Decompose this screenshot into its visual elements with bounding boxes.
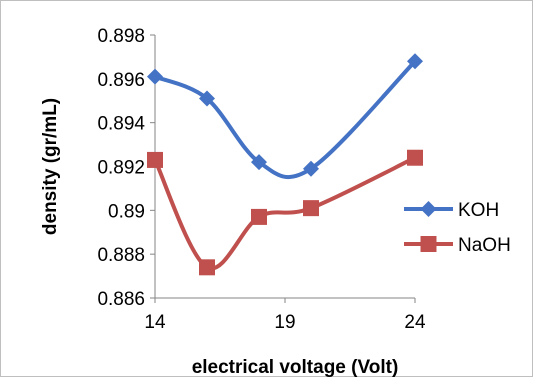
data-point-naoh [407,149,423,166]
x-tick-label: 19 [274,312,295,333]
y-tick-label: 0.898 [97,26,145,47]
data-point-koh [147,68,163,85]
y-tick-label: 0.888 [97,245,145,266]
data-point-naoh [199,259,215,276]
y-tick-label: 0.896 [97,70,145,91]
y-axis-title: density (gr/mL) [40,98,61,235]
data-point-naoh [303,200,319,217]
y-tick-label: 0.89 [108,201,145,222]
data-point-koh [407,53,423,70]
data-point-naoh [147,151,163,168]
legend-label-naoh: NaOH [458,235,511,256]
y-tick-label: 0.892 [97,158,145,179]
x-tick-label: 14 [144,312,166,333]
y-tick-label: 0.894 [97,114,145,135]
legend-marker-koh [420,201,437,217]
series-naoh [147,149,423,276]
x-axis-ticks: 14 19 24 [144,298,426,333]
y-axis-ticks: 0.886 0.888 0.89 0.892 0.894 0.896 0.898 [97,26,155,310]
data-point-koh [199,90,215,107]
series-line-koh [154,59,417,180]
legend: KOH NaOH [404,200,511,256]
data-point-koh [303,160,319,177]
data-point-naoh [251,208,267,225]
series-layer [147,53,423,276]
x-axis-title: electrical voltage (Volt) [192,357,399,378]
legend-label-koh: KOH [458,200,499,221]
data-point-koh [251,154,267,171]
series-line-naoh [153,155,416,271]
series-koh [147,53,423,180]
y-tick-label: 0.886 [97,289,145,310]
x-tick-label: 24 [404,312,426,333]
legend-marker-naoh [420,236,437,252]
